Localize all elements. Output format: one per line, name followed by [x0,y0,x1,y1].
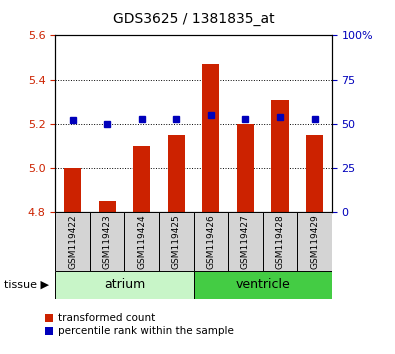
Text: GDS3625 / 1381835_at: GDS3625 / 1381835_at [113,12,275,27]
Bar [133,146,150,212]
Legend: transformed count, percentile rank within the sample: transformed count, percentile rank withi… [45,313,234,336]
Bar [297,212,332,271]
Bar [55,271,194,299]
Text: GSM119427: GSM119427 [241,214,250,269]
Bar [64,168,81,212]
Text: GSM119422: GSM119422 [68,214,77,269]
Bar [202,64,220,212]
Text: GSM119424: GSM119424 [137,214,146,269]
Bar [263,212,297,271]
Bar [271,99,289,212]
Bar [194,271,332,299]
Bar [159,212,194,271]
Text: ventricle: ventricle [235,279,290,291]
Bar [306,135,323,212]
Bar [194,212,228,271]
Text: GSM119429: GSM119429 [310,214,319,269]
Text: atrium: atrium [104,279,145,291]
Bar [98,201,116,212]
Text: GSM119425: GSM119425 [172,214,181,269]
Text: GSM119423: GSM119423 [103,214,112,269]
Bar [228,212,263,271]
Bar [124,212,159,271]
Bar [237,124,254,212]
Text: GSM119426: GSM119426 [206,214,215,269]
Bar [55,212,90,271]
Text: tissue ▶: tissue ▶ [4,280,49,290]
Bar [167,135,185,212]
Text: GSM119428: GSM119428 [275,214,284,269]
Bar [90,212,124,271]
